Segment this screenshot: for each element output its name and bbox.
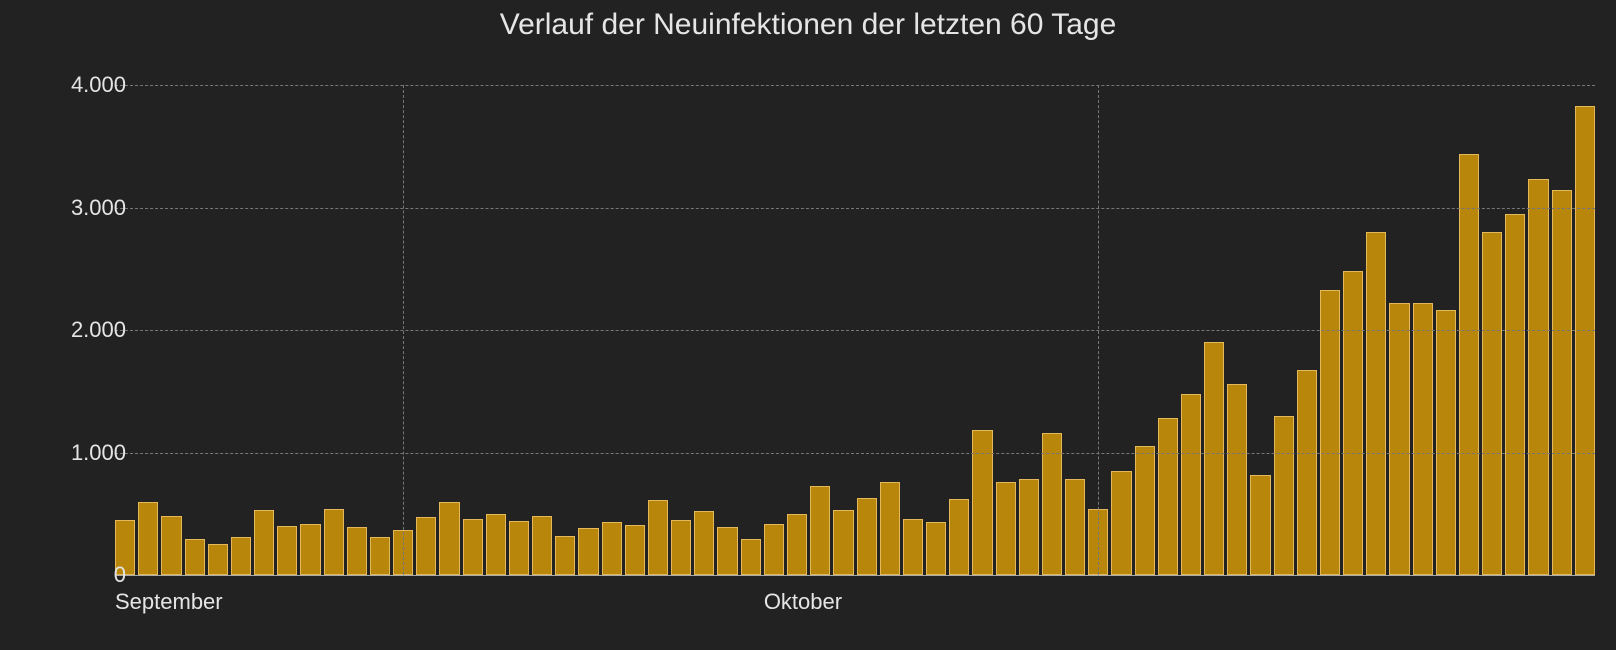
- bar: [1042, 433, 1062, 575]
- plot-area: [115, 85, 1595, 575]
- bar: [1181, 394, 1201, 575]
- bar: [277, 526, 297, 575]
- bar: [1552, 190, 1572, 575]
- bar: [787, 514, 807, 575]
- bar: [370, 537, 390, 575]
- bar: [857, 498, 877, 575]
- bar: [1528, 179, 1548, 575]
- y-tick-label: 4.000: [16, 72, 126, 98]
- bar: [324, 509, 344, 575]
- y-tick-label: 0: [16, 562, 126, 588]
- bar: [1505, 214, 1525, 575]
- bar: [717, 527, 737, 575]
- bar: [764, 524, 784, 575]
- chart-title: Verlauf der Neuinfektionen der letzten 6…: [0, 8, 1616, 42]
- bar: [625, 525, 645, 575]
- gridline-v: [403, 85, 404, 575]
- bar: [671, 520, 691, 575]
- bar: [1065, 479, 1085, 575]
- x-axis-line: [115, 575, 1595, 576]
- bar: [1019, 479, 1039, 575]
- bar: [1250, 475, 1270, 575]
- bar: [1575, 106, 1595, 575]
- gridline-v: [1098, 85, 1099, 575]
- x-tick-label: September: [115, 589, 223, 615]
- bar: [1135, 446, 1155, 575]
- bar: [578, 528, 598, 575]
- bar: [254, 510, 274, 575]
- y-tick-label: 3.000: [16, 195, 126, 221]
- bar: [532, 516, 552, 575]
- bar: [138, 502, 158, 576]
- y-tick-label: 2.000: [16, 317, 126, 343]
- bar: [416, 517, 436, 575]
- y-tick-label: 1.000: [16, 440, 126, 466]
- bar: [1343, 271, 1363, 575]
- bar: [509, 521, 529, 575]
- bar: [1320, 290, 1340, 575]
- bar: [648, 500, 668, 575]
- bar: [1413, 303, 1433, 575]
- infections-chart: Verlauf der Neuinfektionen der letzten 6…: [0, 0, 1616, 650]
- bar: [1297, 370, 1317, 575]
- gridline-h: [115, 85, 1595, 86]
- bar: [486, 514, 506, 575]
- gridline-h: [115, 208, 1595, 209]
- bar: [1436, 310, 1456, 575]
- bar: [1204, 342, 1224, 575]
- bar: [602, 522, 622, 575]
- bar: [903, 519, 923, 575]
- bar: [555, 536, 575, 575]
- bar: [231, 537, 251, 575]
- gridline-h: [115, 453, 1595, 454]
- bar: [161, 516, 181, 575]
- bar: [1274, 416, 1294, 575]
- bar: [949, 499, 969, 575]
- bar: [741, 539, 761, 575]
- bar: [926, 522, 946, 575]
- x-tick-label: Oktober: [764, 589, 842, 615]
- bar: [996, 482, 1016, 575]
- bar: [439, 502, 459, 576]
- bar: [185, 539, 205, 575]
- bar: [1227, 384, 1247, 575]
- bar: [694, 511, 714, 575]
- bar: [463, 519, 483, 575]
- bar: [300, 524, 320, 575]
- bar: [880, 482, 900, 575]
- bar: [1366, 232, 1386, 575]
- bar: [1459, 154, 1479, 575]
- bar: [347, 527, 367, 575]
- bar: [208, 544, 228, 575]
- bar: [833, 510, 853, 575]
- bar: [1158, 418, 1178, 575]
- bar: [810, 486, 830, 575]
- bar: [1482, 232, 1502, 575]
- gridline-h: [115, 330, 1595, 331]
- bar: [1389, 303, 1409, 575]
- bar: [1111, 471, 1131, 575]
